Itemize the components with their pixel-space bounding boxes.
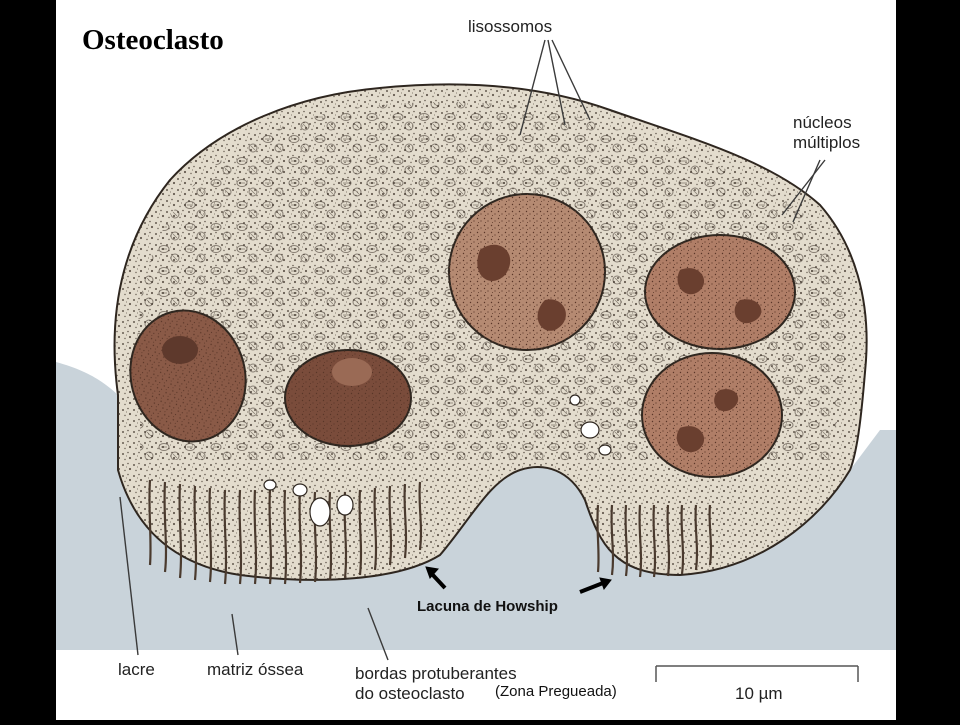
nucleus-1 xyxy=(129,309,247,443)
label-lysosomes: lisossomos xyxy=(468,17,553,36)
label-bone-matrix: matriz óssea xyxy=(207,660,304,679)
ruffled-border-right xyxy=(596,504,713,578)
label-nuclei-line1: núcleos xyxy=(793,113,852,132)
howship-arrows xyxy=(425,566,612,594)
nucleus-4 xyxy=(644,234,796,350)
slide-title: Osteoclasto xyxy=(82,24,224,56)
label-ruffled-border-line2: do osteoclasto xyxy=(355,684,465,703)
label-scale-bar: 10 µm xyxy=(735,684,783,703)
vacuoles xyxy=(263,394,612,527)
label-howship-lacuna: Lacuna de Howship xyxy=(417,598,558,615)
label-ruffled-border-line1: bordas protuberantes xyxy=(355,664,517,683)
label-ruffled-border-alt: (Zona Pregueada) xyxy=(495,683,617,700)
scale-bar xyxy=(655,665,859,682)
nucleus-2 xyxy=(284,349,412,447)
pointer-lines xyxy=(119,39,826,661)
nucleus-5 xyxy=(641,352,783,478)
label-nuclei-line2: múltiplos xyxy=(793,133,861,152)
nucleus-3 xyxy=(448,193,606,351)
label-sealing-zone: lacre xyxy=(118,660,155,679)
